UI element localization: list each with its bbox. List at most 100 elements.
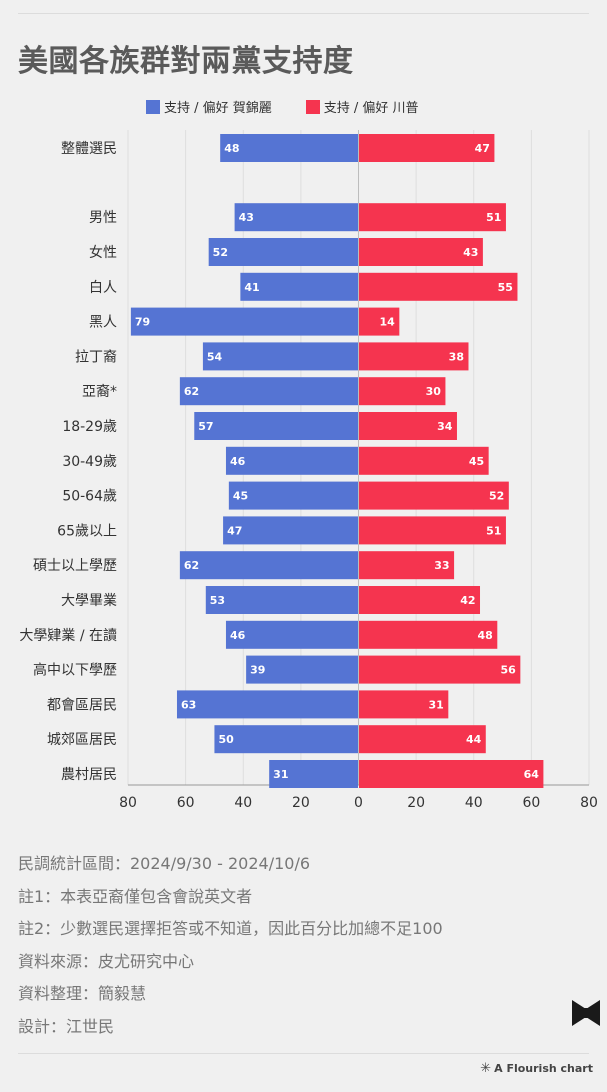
note-compiled-by: 資料整理：簡毅慧	[18, 984, 147, 1003]
legend-label-trump: 支持 / 偏好 川普	[323, 101, 419, 116]
data-label-trump: 34	[437, 420, 453, 433]
legend: 支持 / 偏好 賀錦麗 支持 / 偏好 川普	[146, 97, 419, 116]
bar-trump	[359, 586, 481, 614]
bar-harris	[240, 272, 358, 301]
category-label: 大學肄業 / 在讀	[19, 628, 117, 644]
bar-trump	[359, 760, 544, 788]
note-design: 設計：江世民	[18, 1016, 115, 1036]
bar-harris	[205, 586, 358, 614]
bar-harris	[228, 481, 358, 510]
data-label-trump: 44	[466, 733, 482, 746]
data-label-trump: 48	[477, 629, 492, 642]
bar-trump	[359, 481, 509, 510]
bar-harris	[225, 446, 358, 475]
data-label-harris: 41	[244, 281, 259, 294]
data-label-trump: 56	[501, 664, 517, 677]
bar-harris	[246, 655, 358, 684]
bar-harris	[202, 342, 358, 371]
legend-swatch-trump	[305, 99, 320, 114]
bar-harris	[208, 238, 358, 266]
bar-harris	[214, 725, 358, 754]
data-label-trump: 51	[486, 524, 501, 537]
bar-trump	[359, 272, 518, 301]
flourish-credit-link[interactable]: ✳ A Flourish chart	[480, 1061, 593, 1076]
bar-trump	[359, 203, 506, 232]
category-label: 城郊區居民	[47, 731, 117, 748]
bar-harris	[179, 551, 358, 580]
bar-harris	[225, 620, 358, 649]
note-2: 註2：少數選民選擇拒答或不知道，因此百分比加總不足100	[18, 919, 443, 938]
x-tick-label: 40	[234, 795, 252, 811]
data-label-trump: 42	[460, 594, 475, 607]
bar-harris	[194, 412, 358, 440]
bar-trump	[359, 307, 400, 336]
data-label-harris: 48	[224, 142, 239, 155]
legend-item-trump[interactable]: 支持 / 偏好 川普	[305, 97, 419, 116]
bar-trump	[359, 655, 521, 684]
data-label-harris: 31	[273, 768, 288, 781]
bar-harris	[234, 203, 358, 232]
data-label-trump: 30	[426, 385, 442, 398]
category-label: 50-64歲	[62, 489, 117, 505]
category-label: 女性	[89, 244, 117, 261]
data-label-trump: 55	[498, 281, 513, 294]
category-label: 亞裔*	[82, 383, 117, 400]
category-label: 高中以下學歷	[33, 662, 117, 679]
credit-text: A Flourish chart	[494, 1062, 593, 1075]
category-label: 整體選民	[61, 141, 117, 157]
data-label-trump: 38	[449, 350, 464, 363]
category-label: 白人	[89, 280, 117, 296]
category-label: 18-29歲	[62, 419, 117, 435]
category-label: 都會區居民	[47, 697, 117, 713]
flourish-icon: ✳	[480, 1061, 492, 1076]
bar-trump	[359, 238, 483, 266]
legend-swatch-harris	[146, 99, 160, 114]
data-label-harris: 53	[210, 594, 225, 607]
bar-trump	[359, 620, 498, 649]
top-divider	[18, 13, 589, 14]
x-tick-label: 80	[119, 795, 137, 811]
x-tick-label: 20	[407, 795, 425, 811]
footnotes: 民調統計區間：2024/9/30 - 2024/10/6 註1：本表亞裔僅包含會…	[18, 848, 443, 1043]
category-label: 65歲以上	[57, 523, 117, 539]
bar-harris	[179, 377, 358, 406]
data-label-trump: 52	[489, 490, 504, 503]
fullscreen-icon[interactable]	[572, 999, 600, 1027]
legend-label-harris: 支持 / 偏好 賀錦麗	[164, 101, 272, 116]
data-label-harris: 47	[227, 524, 242, 537]
category-label: 30-49歲	[62, 454, 117, 470]
data-label-harris: 63	[181, 698, 196, 711]
x-tick-label: 0	[354, 795, 363, 811]
data-label-harris: 46	[230, 629, 246, 642]
x-tick-label: 60	[522, 795, 540, 811]
data-label-trump: 14	[380, 316, 396, 329]
x-tick-label: 80	[580, 795, 598, 811]
data-label-trump: 43	[463, 246, 478, 259]
data-label-harris: 52	[213, 246, 228, 259]
bar-harris	[220, 134, 358, 162]
data-label-trump: 33	[434, 559, 449, 572]
data-label-harris: 62	[184, 559, 199, 572]
note-survey-period: 民調統計區間：2024/9/30 - 2024/10/6	[18, 854, 311, 873]
bar-trump	[359, 412, 457, 440]
x-tick-label: 20	[292, 795, 310, 811]
data-label-harris: 57	[198, 420, 213, 433]
category-label: 拉丁裔	[75, 348, 117, 365]
x-tick-label: 60	[177, 795, 195, 811]
data-label-harris: 39	[250, 664, 265, 677]
bar-trump	[359, 134, 495, 162]
data-label-trump: 31	[429, 698, 444, 711]
category-label: 大學畢業	[61, 593, 117, 609]
legend-item-harris[interactable]: 支持 / 偏好 賀錦麗	[146, 97, 272, 116]
data-label-harris: 79	[135, 316, 150, 329]
note-1: 註1：本表亞裔僅包含會說英文者	[18, 886, 253, 906]
note-source: 資料來源：皮尤研究中心	[18, 951, 195, 971]
bar-trump	[359, 551, 455, 580]
data-label-trump: 47	[475, 142, 490, 155]
category-label: 農村居民	[61, 767, 117, 783]
bar-trump	[359, 690, 449, 719]
data-label-trump: 45	[469, 455, 484, 468]
bar-harris	[223, 516, 358, 545]
data-label-harris: 50	[218, 733, 234, 746]
chart-title: 美國各族群對兩黨支持度	[18, 44, 354, 79]
